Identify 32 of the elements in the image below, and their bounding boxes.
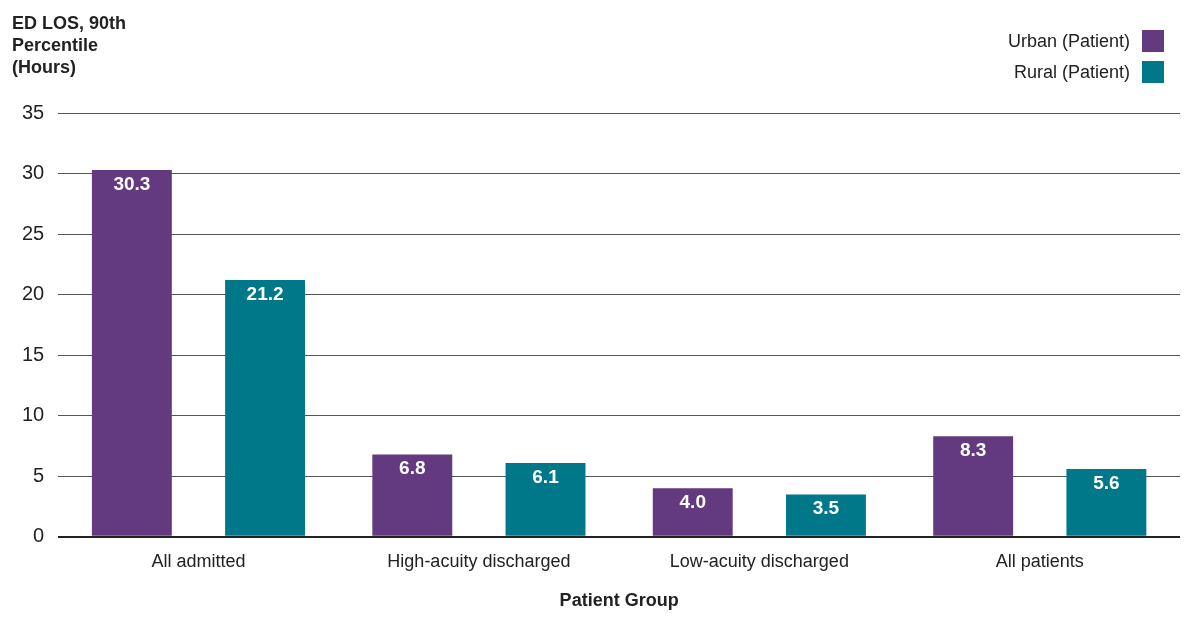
text: 6.1 [532, 465, 559, 487]
x-tick-label: Low-acuity discharged [669, 550, 849, 571]
x-tick-label: High-acuity discharged [387, 550, 571, 571]
y-tick-label: 0 [33, 524, 45, 547]
text: 30.3 [113, 172, 151, 194]
bar [785, 494, 866, 536]
y-tick-label: 5 [33, 463, 45, 486]
x-axis-title: Patient Group [559, 590, 679, 611]
text: 8.3 [959, 439, 987, 461]
text: 4.0 [679, 491, 706, 513]
y-tick-label: 10 [22, 403, 45, 426]
text: 3.5 [812, 497, 840, 519]
bar [91, 169, 172, 536]
y-tick-label: 35 [22, 100, 45, 123]
bar [372, 454, 453, 536]
bar [933, 436, 1014, 536]
bar [1066, 468, 1147, 536]
y-tick-label: 15 [22, 342, 45, 365]
y-axis-title: ED LOS, 90th Percentile (Hours) [12, 12, 128, 78]
legend-label: Urban (Patient) [1007, 30, 1130, 52]
text: 21.2 [246, 282, 284, 304]
x-tick-label: All patients [995, 550, 1084, 571]
text: 6.8 [399, 457, 426, 479]
bar [652, 488, 733, 536]
bar [505, 462, 586, 536]
y-tick-label: 20 [22, 282, 45, 305]
legend-label: Rural (Patient) [1013, 61, 1130, 83]
bar [225, 280, 306, 536]
x-tick-label: All admitted [151, 550, 246, 571]
text: 5.6 [1093, 471, 1120, 493]
y-tick-label: 30 [22, 161, 45, 184]
y-tick-label: 25 [22, 221, 45, 244]
